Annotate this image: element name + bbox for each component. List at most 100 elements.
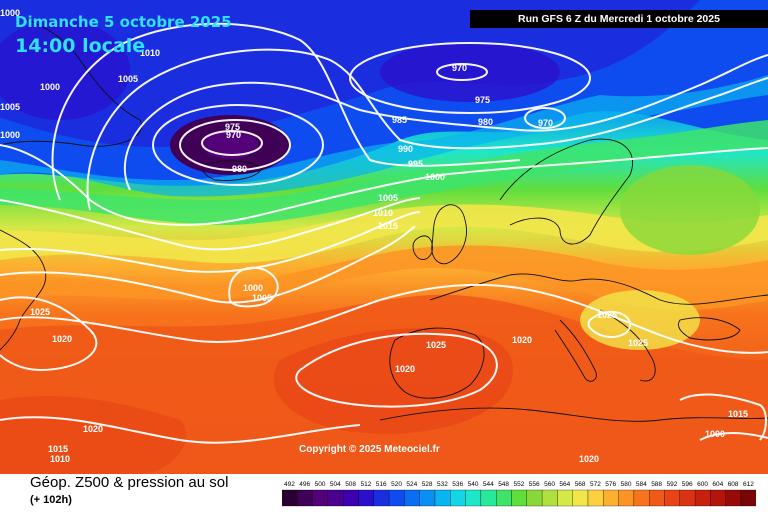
isobar-label: 985: [392, 115, 407, 125]
isobar-1020: [0, 283, 768, 354]
isobars: [0, 22, 768, 444]
coastlines: [0, 9, 768, 422]
scale-label: 544: [483, 481, 494, 488]
scale-swatch: [618, 489, 635, 507]
isobar-labels: 1000 1005 1010 1000 1000 1005 975 970 98…: [0, 8, 748, 464]
scale-swatch: [557, 489, 573, 507]
isobar-label: 990: [398, 144, 413, 154]
coast-north-america: [0, 229, 47, 351]
scale-label: 564: [559, 481, 570, 488]
scale-swatch: [373, 489, 390, 507]
isobar-1015: [0, 225, 416, 304]
low-core-east: [380, 42, 560, 102]
band-cyan: [0, 75, 768, 197]
coast-scandinavia: [499, 138, 634, 245]
scale-label: 528: [422, 481, 433, 488]
isobar-1010-se: [699, 432, 768, 441]
scale-label: 548: [498, 481, 509, 488]
scale-label: 504: [330, 481, 341, 488]
isobar-label: 1020: [52, 334, 72, 344]
isobar-label: 970: [226, 130, 241, 140]
isobar-985: [124, 54, 768, 191]
band-orange: [0, 245, 768, 310]
isobar-label: 1005: [252, 293, 272, 303]
copyright-notice: Copyright © 2025 Meteociel.fr: [299, 444, 440, 455]
scale-label: 572: [590, 481, 601, 488]
isobar-label: 1005: [378, 193, 398, 203]
scale-swatch: [327, 489, 344, 507]
scale-label: 560: [544, 481, 555, 488]
scale-label: 508: [345, 481, 356, 488]
isobar-1010: [0, 211, 421, 273]
coast-british-isles: [431, 204, 467, 265]
scale-swatch: [664, 489, 680, 507]
scale-swatch: [725, 489, 742, 507]
scale-label: 532: [437, 481, 448, 488]
scale-label: 496: [299, 481, 310, 488]
isobar-label: 1005: [118, 74, 138, 84]
scale-label: 584: [636, 481, 647, 488]
scale-label: 540: [468, 481, 479, 488]
scale-swatch: [465, 489, 482, 507]
coast-iberia: [389, 327, 485, 399]
scale-label: 536: [452, 481, 463, 488]
scale-label: 596: [682, 481, 693, 488]
forecast-time: 14:00 locale: [15, 35, 146, 57]
isobar-label: 975: [475, 95, 490, 105]
isobar-label: 1010: [50, 454, 70, 464]
band-darkred-sw: [0, 396, 187, 474]
isobar-label: 1025: [597, 310, 617, 320]
scale-label: 556: [529, 481, 540, 488]
isobar-1000-low: [228, 266, 279, 308]
isobar-label: 1000: [243, 283, 263, 293]
scale-label: 576: [605, 481, 616, 488]
isobar-label: 1010: [373, 208, 393, 218]
low-core-nw: [0, 20, 130, 120]
isobar-975-west: [179, 119, 291, 171]
scale-label: 604: [712, 481, 723, 488]
scale-swatch: [480, 489, 497, 507]
isobar-label: 1025: [426, 340, 446, 350]
scale-label: 612: [743, 481, 754, 488]
isobar-label: 1025: [628, 338, 648, 348]
coast-italy: [554, 319, 597, 382]
coast-ireland: [412, 235, 433, 260]
scale-label: 568: [575, 481, 586, 488]
isobar-label: 1015: [728, 409, 748, 419]
isobar-label: 1000: [40, 82, 60, 92]
scale-label: 520: [391, 481, 402, 488]
isobar-label: 975: [225, 122, 240, 132]
scale-swatch: [312, 489, 329, 507]
scale-label: 608: [728, 481, 739, 488]
scale-label: 492: [284, 481, 295, 488]
coast-balkans: [599, 309, 656, 382]
forecast-map: 1000 1005 1010 1000 1000 1005 975 970 98…: [0, 0, 768, 474]
isobar-1025: [0, 296, 98, 372]
isobar-label: 1020: [579, 454, 599, 464]
scale-swatch: [603, 489, 619, 507]
coast-iceland: [202, 160, 263, 181]
isobar-label: 1005: [0, 102, 20, 112]
scale-swatch: [710, 489, 726, 507]
isobar-1000: [0, 144, 768, 226]
isobar-label: 1015: [378, 221, 398, 231]
run-info-banner: Run GFS 6 Z du Mercredi 1 octobre 2025: [470, 10, 768, 28]
scale-swatch: [511, 489, 527, 507]
band-darkred-spain: [273, 328, 514, 434]
isobar-label: 970: [538, 118, 553, 128]
scale-swatch: [541, 489, 558, 507]
isobar-label: 1020: [395, 364, 415, 374]
scale-label: 592: [667, 481, 678, 488]
map-title: Géop. Z500 & pression au sol: [30, 474, 229, 491]
scale-swatch: [633, 489, 650, 507]
scale-swatch: [434, 489, 451, 507]
isobar-label: 995: [408, 159, 423, 169]
scale-swatch: [740, 489, 756, 507]
isobar-975-east: [349, 42, 591, 114]
isobar-label: 1015: [48, 444, 68, 454]
isobar-label: 1000: [0, 130, 20, 140]
isobar-label: 1020: [512, 335, 532, 345]
coast-north-africa: [379, 407, 768, 422]
isobar-990: [86, 48, 768, 211]
footer-bar: Géop. Z500 & pression au sol (+ 102h) 49…: [0, 474, 768, 512]
